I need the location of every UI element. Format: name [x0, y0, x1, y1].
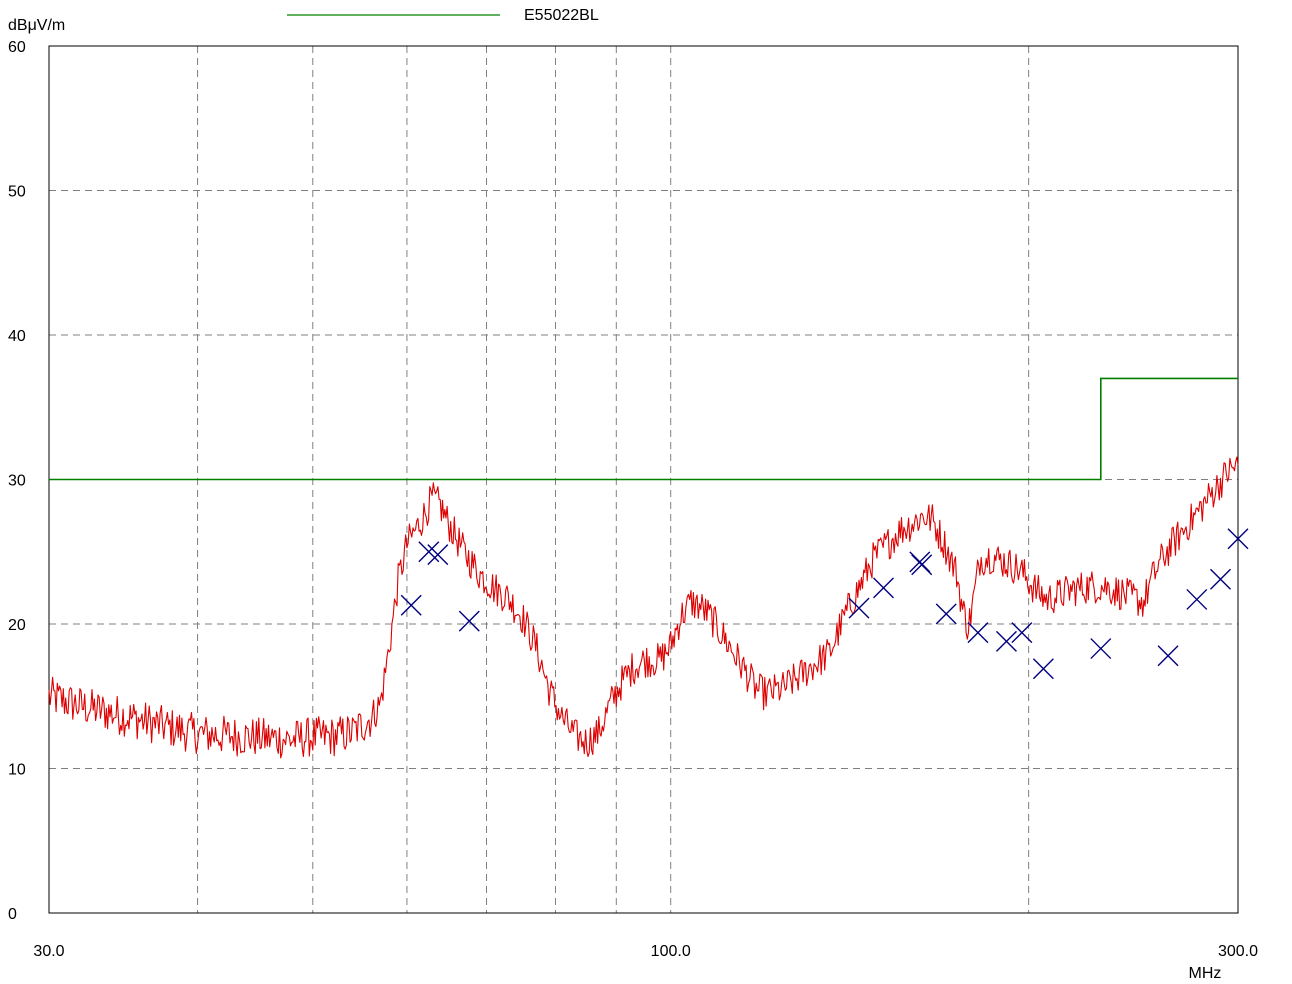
limit-line-series — [49, 377, 1238, 481]
x-tick-label: 300.0 — [1218, 943, 1258, 960]
quasi-peak-marker — [1011, 622, 1033, 644]
legend-label-e55022bl: E55022BL — [524, 7, 599, 24]
limit-line — [49, 377, 1238, 481]
y-axis-label: dBμV/m — [8, 17, 65, 34]
x-tick-label: 100.0 — [651, 943, 691, 960]
quasi-peak-marker — [911, 554, 933, 576]
x-tick-label: 30.0 — [33, 943, 64, 960]
x-axis-label: MHz — [1189, 965, 1222, 982]
y-tick-label: 10 — [8, 762, 26, 779]
quasi-peak-marker — [848, 597, 870, 619]
measurement-trace-series — [48, 456, 1239, 759]
quasi-peak-marker — [458, 610, 480, 632]
quasi-peak-marker — [935, 603, 957, 625]
legend: E55022BL — [287, 7, 599, 24]
quasi-peak-marker — [873, 577, 895, 599]
quasi-peak-marker — [418, 541, 440, 563]
quasi-peak-marker — [400, 594, 422, 616]
quasi-peak-marker — [1227, 528, 1249, 550]
quasi-peak-marker — [1186, 588, 1208, 610]
quasi-peak-marker — [1157, 645, 1179, 667]
quasi-peak-marker-series — [400, 528, 1249, 680]
measurement-trace — [48, 456, 1239, 759]
y-tick-label: 0 — [8, 906, 17, 923]
y-tick-label: 40 — [8, 328, 26, 345]
y-tick-label: 60 — [8, 39, 26, 56]
quasi-peak-marker — [995, 630, 1017, 652]
quasi-peak-marker — [967, 622, 989, 644]
y-tick-label: 50 — [8, 184, 26, 201]
quasi-peak-marker — [1209, 568, 1231, 590]
quasi-peak-marker — [427, 544, 449, 566]
quasi-peak-marker — [1032, 658, 1054, 680]
y-tick-label: 20 — [8, 617, 26, 634]
y-tick-label: 30 — [8, 473, 26, 490]
axis-tick-labels: 0 10 20 30 40 50 60 30.0 100.0 300.0 — [8, 39, 1258, 960]
quasi-peak-marker — [1090, 638, 1112, 660]
